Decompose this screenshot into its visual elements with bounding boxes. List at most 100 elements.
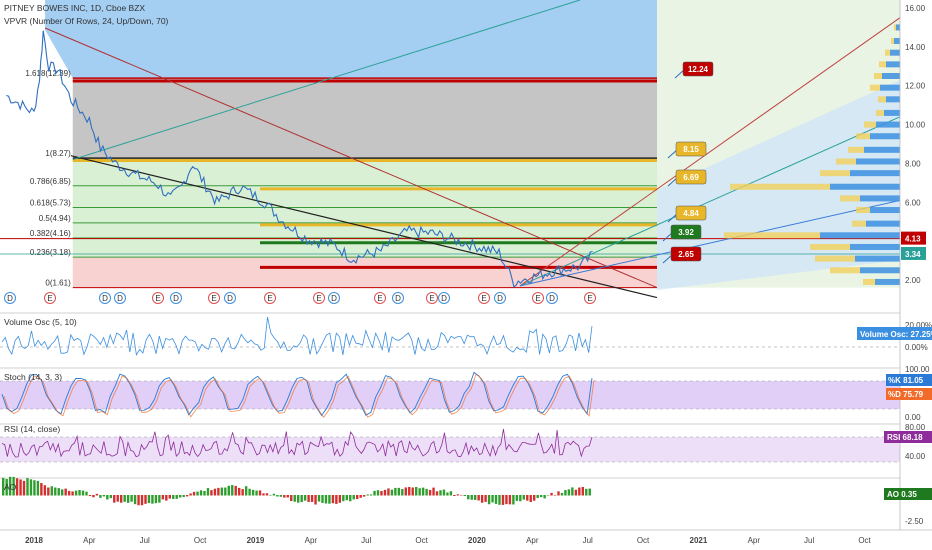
ao-bar <box>192 491 196 496</box>
stoch-tick: 0.00 <box>905 413 921 422</box>
ao-bar <box>293 495 296 502</box>
fib-label: 0.236(3.18) <box>30 248 71 257</box>
earnings-marker <box>426 292 438 304</box>
price-tick-label: 12.00 <box>905 82 926 91</box>
volosc-title: Volume Osc (5, 10) <box>4 317 77 327</box>
vp-bar-up <box>836 158 856 165</box>
blue-zone <box>45 0 657 79</box>
vp-bar-down <box>820 232 900 239</box>
ao-bar <box>92 495 95 498</box>
ao-bar <box>151 495 154 504</box>
event-marker-label: E <box>211 294 216 303</box>
xaxis-background <box>0 530 932 550</box>
vp-bar-up <box>840 195 860 202</box>
time-tick-label: Jul <box>140 536 150 545</box>
ao-bar <box>435 491 439 496</box>
time-tick-label: 2019 <box>247 536 265 545</box>
stoch-k-box <box>886 374 932 386</box>
price-axis: 16.0014.0012.0010.008.006.004.002.004.13… <box>857 0 932 530</box>
ao-bar <box>484 495 487 502</box>
ao-bar <box>165 495 168 501</box>
ao-bar <box>446 492 449 496</box>
vp-bar-down <box>860 267 900 274</box>
ao-bar <box>290 495 293 502</box>
vp-bar-up <box>864 121 876 128</box>
time-tick-label: 2020 <box>468 536 486 545</box>
volume-profile <box>724 24 900 285</box>
vp-bar-down <box>870 207 900 214</box>
dividend-marker <box>170 292 182 304</box>
vp-bar-up <box>830 267 860 274</box>
event-marker-label: D <box>331 294 337 303</box>
vp-bar-down <box>884 109 900 116</box>
ao-bar <box>206 488 210 496</box>
volosc-tick: 0.00% <box>905 343 928 352</box>
price-series <box>6 30 593 288</box>
time-tick-label: Oct <box>858 536 871 545</box>
indicator-panels <box>0 312 932 506</box>
ao-bar <box>571 487 574 496</box>
event-marker-label: E <box>155 294 160 303</box>
ao-bar <box>213 488 217 496</box>
ao-bar <box>210 490 213 496</box>
ao-bar <box>397 487 401 496</box>
pitchfork-median <box>519 17 901 287</box>
ao-bar <box>432 487 435 496</box>
ao-bar <box>231 485 234 496</box>
vpvr-label: VPVR (Number Of Rows, 24, Up/Down, 70) <box>4 16 169 26</box>
ao-bar <box>356 495 359 500</box>
dividend-marker <box>99 292 111 304</box>
ao-bar <box>286 495 289 498</box>
price-tick-label: 10.00 <box>905 121 926 130</box>
ao-bar <box>258 490 262 496</box>
price-tick-label: 2.00 <box>905 276 921 285</box>
stoch-d-box <box>886 388 932 400</box>
trend-lines <box>44 0 901 299</box>
vp-bar-up <box>891 38 894 45</box>
ao-bar <box>522 495 525 500</box>
vp-bar-down <box>870 133 900 140</box>
event-marker-label: D <box>497 294 503 303</box>
ao-bar <box>147 495 151 504</box>
ao-bar <box>99 495 102 498</box>
ao-bar <box>324 495 328 504</box>
rsi-line <box>1 428 593 458</box>
stoch-band <box>0 381 900 409</box>
ao-bar <box>331 495 335 504</box>
price-tick-label: 8.00 <box>905 159 921 168</box>
price-tick-label: 6.00 <box>905 198 921 207</box>
ao-bar <box>33 480 36 496</box>
ao-bar <box>144 495 147 504</box>
vp-bar-up <box>730 183 830 190</box>
ao-bar <box>401 488 404 496</box>
volosc-tick: 20.00% <box>905 321 932 330</box>
ao-bar <box>238 487 241 496</box>
stoch-k-line <box>1 371 593 417</box>
ao-bar <box>321 495 324 503</box>
price-tag-label: 4.84 <box>683 209 699 218</box>
ao-bar <box>546 494 550 496</box>
ao-bar <box>158 495 161 503</box>
earnings-marker <box>374 292 386 304</box>
price-tags: 12.24 8.15 6.69 4.84 3.92 2.65 <box>662 61 714 264</box>
ao-bar <box>179 495 182 498</box>
time-tick-label: Apr <box>305 536 318 545</box>
fib-label: 0(1.61) <box>45 279 71 288</box>
highlight-price-box <box>901 231 926 245</box>
ao-bar <box>57 488 60 496</box>
ao-bar <box>95 493 99 496</box>
event-marker-label: E <box>377 294 382 303</box>
time-tick-label: Oct <box>194 536 207 545</box>
ao-bar <box>543 495 546 499</box>
ao-bar <box>512 495 515 505</box>
ao-bar <box>120 495 123 503</box>
ao-bar <box>50 486 53 496</box>
ao-bar <box>12 476 15 496</box>
stoch-tick: 100.00 <box>905 365 930 374</box>
ao-bar <box>272 493 276 496</box>
stoch-d-label: %D 75.79 <box>888 390 924 399</box>
ao-bar <box>2 477 5 496</box>
ao-bar <box>8 476 12 496</box>
ao-bar <box>54 487 57 496</box>
